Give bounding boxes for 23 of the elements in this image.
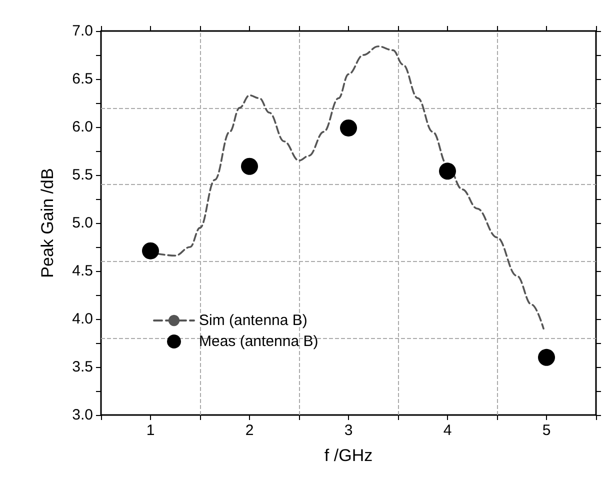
x-tick-label: 2 (245, 422, 254, 439)
point (142, 242, 159, 260)
legend-label: Meas (antenna B) (199, 333, 318, 350)
legend-label: Sim (antenna B) (199, 312, 308, 329)
y-tick-label: 6.5 (72, 70, 93, 88)
y-tick-label: 4.0 (72, 310, 93, 328)
point (439, 162, 456, 180)
x-tick-label: 5 (542, 422, 551, 439)
x-tick-label: 4 (443, 422, 452, 439)
y-tick-label: 5.5 (72, 166, 93, 184)
y-tick-label: 6.0 (72, 118, 93, 136)
y-tick-label: 3.0 (72, 406, 93, 424)
x-tick-label: 3 (344, 422, 353, 439)
y-tick-label: 3.5 (72, 358, 93, 376)
y-tick-label: 5.0 (72, 214, 93, 232)
point (538, 348, 555, 366)
y-axis-title: Peak Gain /dB (38, 168, 57, 278)
point (241, 158, 258, 175)
x-axis-title: f /GHz (324, 446, 373, 465)
y-tick-label: 4.5 (72, 262, 93, 280)
y-tick-label: 7.0 (72, 22, 93, 40)
x-tick-label: 1 (146, 422, 155, 439)
point (340, 119, 357, 136)
